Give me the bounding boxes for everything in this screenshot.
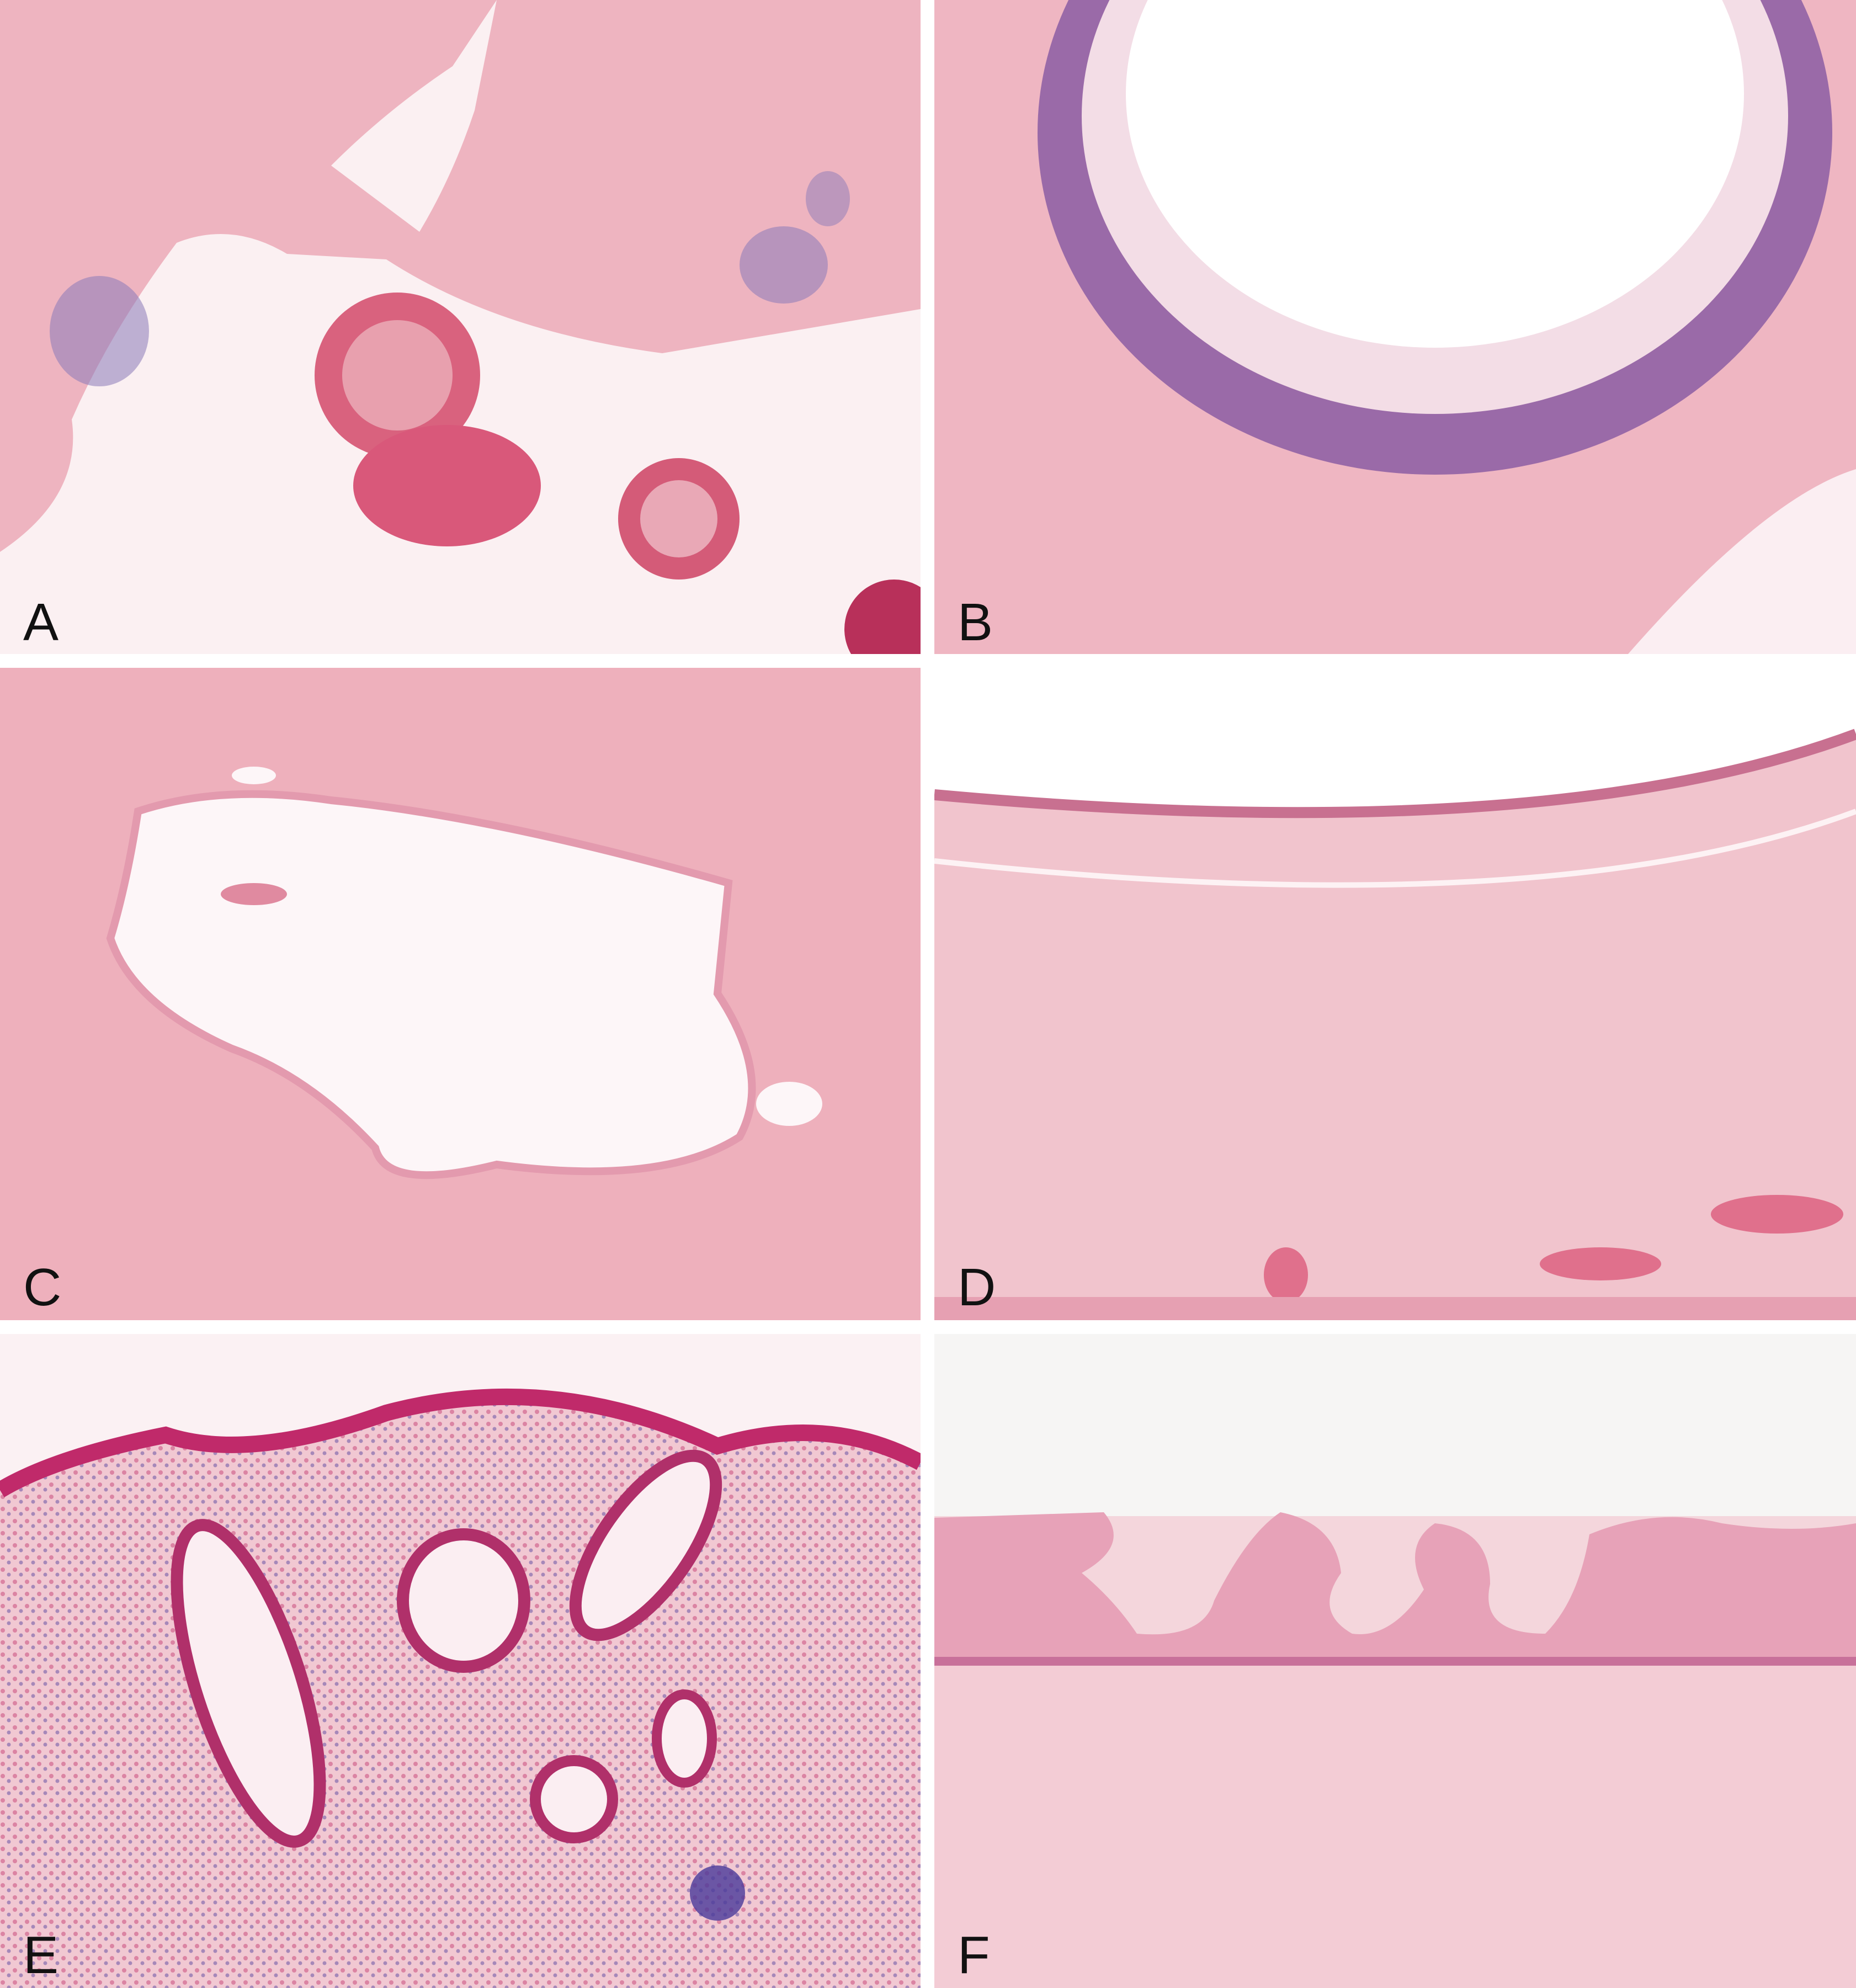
panel-d [934, 668, 1856, 1320]
panel-label: F [958, 1926, 990, 1985]
panel-a [0, 0, 921, 654]
panel-c [0, 668, 921, 1320]
panel-f [934, 1334, 1856, 1988]
panel-b [934, 0, 1856, 654]
panel-label: B [958, 593, 993, 652]
panel-label: C [23, 1258, 61, 1317]
panel-label: A [23, 593, 59, 652]
panel-e [0, 1334, 921, 1988]
panel-label: E [23, 1926, 59, 1985]
panel-label: D [958, 1258, 996, 1317]
